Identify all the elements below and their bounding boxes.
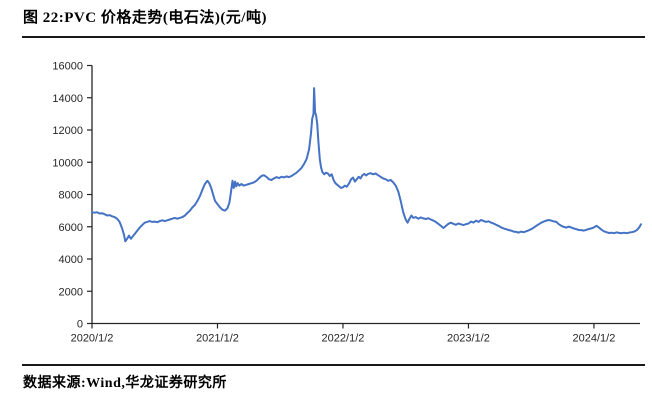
y-tick-label: 6000 [59, 222, 83, 234]
x-tick-label: 2022/1/2 [322, 333, 365, 345]
x-tick-label: 2020/1/2 [71, 333, 114, 345]
y-tick-label: 4000 [59, 254, 83, 266]
y-tick-label: 10000 [52, 157, 83, 169]
x-tick-label: 2024/1/2 [573, 333, 616, 345]
y-tick-label: 16000 [52, 61, 83, 73]
top-divider [22, 36, 645, 38]
bottom-divider [22, 364, 645, 366]
y-tick-label: 14000 [52, 93, 83, 105]
pvc-price-line [91, 87, 642, 243]
figure-title: 图 22:PVC 价格走势(电石法)(元/吨) [23, 10, 267, 26]
axis-lines [91, 65, 640, 325]
y-tick-label: 2000 [59, 286, 83, 298]
x-tick-label: 2021/1/2 [196, 333, 239, 345]
y-tick-label: 8000 [59, 190, 83, 202]
x-tick-label: 2023/1/2 [447, 333, 490, 345]
data-source-note: 数据来源:Wind,华龙证券研究所 [23, 376, 227, 391]
y-tick-label: 0 [77, 319, 83, 331]
y-tick-label: 12000 [52, 125, 83, 137]
